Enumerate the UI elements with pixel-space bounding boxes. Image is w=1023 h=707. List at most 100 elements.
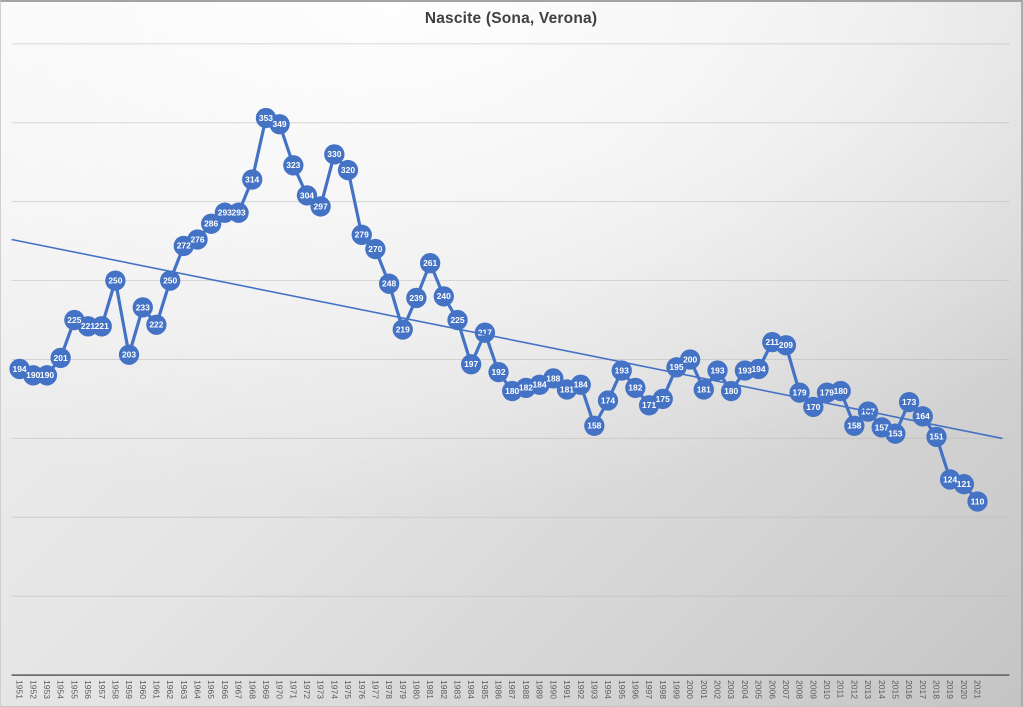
data-point-label: 314 bbox=[245, 174, 259, 184]
chart-title: Nascite (Sona, Verona) bbox=[424, 10, 598, 27]
data-point-marker[interactable] bbox=[543, 368, 564, 389]
data-point-marker[interactable] bbox=[625, 377, 646, 399]
series-line[interactable] bbox=[18, 116, 980, 504]
x-axis-tick-label: 2000 bbox=[685, 680, 695, 699]
data-point-label: 240 bbox=[437, 291, 451, 301]
x-axis-tick-label: 1993 bbox=[589, 680, 599, 699]
data-point-marker[interactable] bbox=[419, 253, 441, 274]
x-axis-tick-label: 2002 bbox=[713, 680, 723, 699]
data-point-label: 190 bbox=[26, 370, 40, 380]
data-point-marker[interactable] bbox=[269, 114, 290, 135]
x-axis-tick-label: 1953 bbox=[42, 680, 52, 699]
data-point-marker[interactable] bbox=[611, 360, 632, 381]
data-point-label: 180 bbox=[834, 386, 848, 396]
data-point-marker[interactable] bbox=[228, 202, 249, 223]
data-point-marker[interactable] bbox=[159, 270, 181, 291]
data-point-label: 174 bbox=[601, 395, 615, 405]
data-point-label: 194 bbox=[13, 364, 27, 374]
data-point-label: 158 bbox=[847, 421, 861, 431]
data-point-label: 297 bbox=[314, 201, 328, 211]
x-axis-tick-label: 1955 bbox=[69, 680, 79, 699]
data-point-marker[interactable] bbox=[953, 473, 975, 495]
data-point-marker[interactable] bbox=[91, 316, 112, 337]
data-point-marker[interactable] bbox=[324, 144, 345, 165]
data-point-marker[interactable] bbox=[50, 347, 71, 369]
data-point-marker[interactable] bbox=[570, 374, 591, 395]
data-point-marker[interactable] bbox=[679, 349, 701, 370]
data-point-marker[interactable] bbox=[885, 423, 906, 444]
data-point-marker[interactable] bbox=[967, 491, 988, 512]
x-axis-tick-label: 1977 bbox=[370, 680, 380, 699]
data-point-label: 272 bbox=[177, 241, 191, 251]
data-point-marker[interactable] bbox=[310, 196, 331, 217]
x-axis-tick-label: 2011 bbox=[836, 680, 846, 698]
x-axis-tick-label: 1981 bbox=[425, 680, 435, 699]
x-axis-tick-label: 2001 bbox=[699, 680, 709, 699]
data-point-label: 276 bbox=[190, 234, 204, 244]
data-point-label: 293 bbox=[232, 208, 246, 218]
data-point-marker[interactable] bbox=[707, 360, 728, 381]
data-point-label: 286 bbox=[204, 219, 218, 229]
data-point-marker[interactable] bbox=[105, 270, 126, 291]
data-point-marker[interactable] bbox=[187, 229, 208, 250]
data-point-label: 184 bbox=[574, 380, 588, 390]
data-point-marker[interactable] bbox=[378, 273, 400, 294]
data-point-marker[interactable] bbox=[406, 287, 427, 309]
data-point-marker[interactable] bbox=[146, 314, 167, 335]
data-point-marker[interactable] bbox=[693, 379, 714, 400]
data-point-label: 180 bbox=[724, 386, 738, 396]
data-point-marker[interactable] bbox=[748, 358, 769, 380]
x-axis-tick-label: 1960 bbox=[138, 680, 148, 699]
data-point-marker[interactable] bbox=[584, 415, 605, 436]
data-point-marker[interactable] bbox=[337, 159, 359, 181]
data-point-label: 195 bbox=[669, 362, 683, 372]
data-point-marker[interactable] bbox=[474, 322, 496, 343]
data-point-marker[interactable] bbox=[392, 319, 413, 340]
data-point-label: 330 bbox=[327, 149, 341, 159]
data-point-marker[interactable] bbox=[351, 224, 372, 245]
x-axis-tick-label: 1965 bbox=[206, 680, 216, 699]
data-point-label: 209 bbox=[779, 340, 793, 350]
data-point-marker[interactable] bbox=[926, 426, 947, 448]
data-point-marker[interactable] bbox=[844, 415, 865, 436]
data-point-label: 110 bbox=[971, 496, 985, 506]
data-point-marker[interactable] bbox=[898, 391, 920, 413]
data-point-marker[interactable] bbox=[488, 361, 509, 383]
data-point-marker[interactable] bbox=[775, 335, 797, 356]
data-point-marker[interactable] bbox=[242, 169, 263, 190]
data-point-marker[interactable] bbox=[201, 213, 222, 234]
data-point-marker[interactable] bbox=[132, 297, 153, 318]
x-axis-tick-label: 2010 bbox=[822, 680, 832, 699]
data-point-marker[interactable] bbox=[365, 238, 386, 260]
data-point-label: 211 bbox=[765, 337, 779, 347]
data-point-marker[interactable] bbox=[433, 286, 454, 307]
x-axis-tick-label: 2020 bbox=[959, 680, 969, 699]
data-point-label: 151 bbox=[929, 432, 943, 442]
x-axis-tick-label: 1979 bbox=[398, 680, 408, 699]
data-point-marker[interactable] bbox=[830, 380, 851, 402]
data-point-label: 171 bbox=[642, 400, 656, 410]
x-axis-tick-label: 1983 bbox=[453, 680, 463, 699]
data-point-marker[interactable] bbox=[447, 309, 468, 331]
x-axis-tick-label: 1975 bbox=[343, 680, 353, 699]
x-axis-tick-label: 1995 bbox=[617, 680, 627, 699]
data-point-marker[interactable] bbox=[597, 390, 619, 411]
x-axis-tick-label: 1956 bbox=[83, 680, 93, 699]
data-point-marker[interactable] bbox=[296, 185, 318, 206]
x-axis-tick-label: 2017 bbox=[918, 680, 928, 699]
x-axis-tick-label: 1994 bbox=[603, 680, 613, 699]
data-point-marker[interactable] bbox=[789, 382, 810, 403]
x-axis-tick-label: 2014 bbox=[877, 680, 887, 699]
x-axis-tick-label: 1985 bbox=[480, 680, 490, 699]
trendline[interactable] bbox=[11, 238, 1003, 440]
data-point-marker[interactable] bbox=[721, 380, 742, 402]
data-point-marker[interactable] bbox=[461, 354, 482, 375]
data-point-label: 179 bbox=[793, 388, 807, 398]
data-point-marker[interactable] bbox=[652, 388, 673, 410]
data-point-label: 181 bbox=[560, 384, 574, 394]
data-point-label: 157 bbox=[875, 422, 889, 432]
data-point-marker[interactable] bbox=[36, 365, 58, 386]
data-point-marker[interactable] bbox=[118, 344, 140, 365]
x-axis-tick-label: 1978 bbox=[384, 680, 394, 699]
data-point-marker[interactable] bbox=[283, 155, 304, 176]
